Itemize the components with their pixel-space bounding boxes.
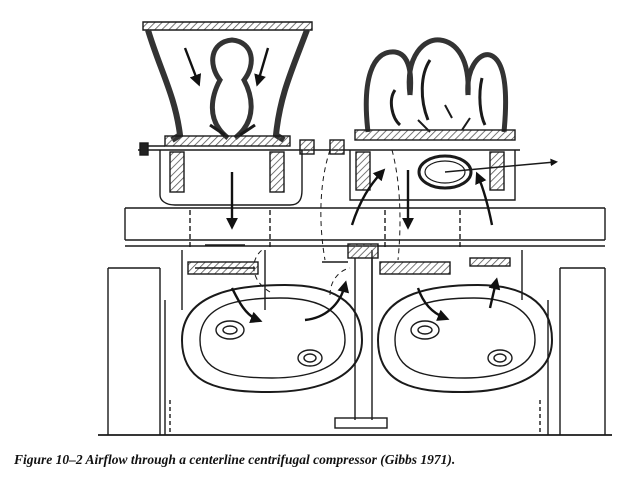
- airflow-arrows: [183, 47, 501, 324]
- figure-caption: Figure 10–2 Airflow through a centerline…: [14, 452, 456, 467]
- crankcase-right: [376, 283, 554, 394]
- right-piston: [322, 210, 523, 310]
- cylinder-head: [138, 139, 558, 206]
- crankcase-left: [180, 283, 364, 394]
- left-piston: [181, 210, 271, 310]
- flow-channels: [253, 149, 401, 296]
- center-column: [334, 243, 388, 429]
- frame-band: [124, 207, 606, 247]
- base-structure: [98, 267, 612, 436]
- discharge-bonnet: [354, 37, 516, 141]
- inlet-funnel: [142, 21, 313, 147]
- compressor-airflow-diagram: [98, 21, 612, 436]
